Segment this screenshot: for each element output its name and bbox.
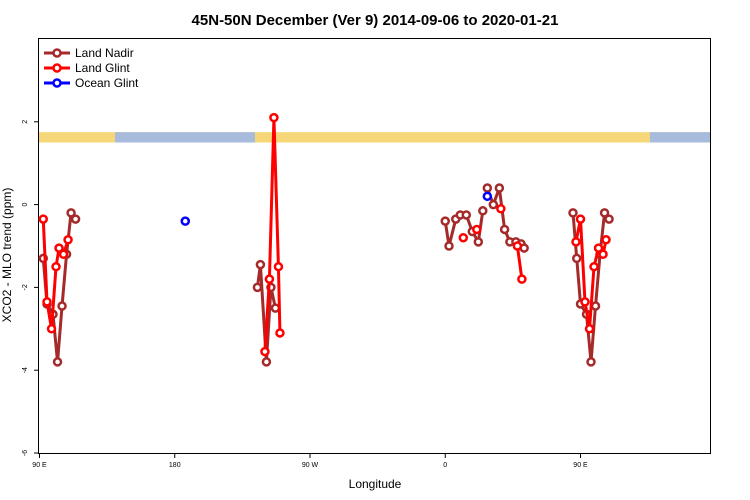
land-nadir-point-3-3: [499, 224, 510, 235]
land-glint-point-0-5: [58, 249, 69, 260]
axes: 90 E 180 90 W 0 90 E-6-4-202: [22, 120, 588, 469]
x-tick-label-2: 90 W: [302, 462, 319, 469]
ocean-glint-point-1-0: [482, 191, 493, 202]
land-glint-line-5: [515, 245, 524, 280]
y-tick-label-4: 2: [22, 120, 29, 124]
legend-label-ocean-glint: Ocean Glint: [75, 76, 139, 90]
legend-marker-land-glint: [52, 63, 62, 73]
land-glint-point-1-1: [264, 274, 275, 284]
land-nadir-line-0: [41, 211, 77, 364]
series-ocean-glint: [180, 191, 493, 226]
land-glint-point-0-6: [63, 235, 73, 245]
band-ocean-0: [115, 132, 255, 143]
land-nadir-point-2-4: [461, 210, 472, 220]
land-nadir-point-2-7: [478, 206, 488, 216]
plot-frame: [38, 38, 711, 454]
y-tick-label-3: 0: [22, 203, 29, 207]
land-nadir-point-2-0: [440, 216, 450, 226]
land-nadir-point-4-7: [599, 208, 610, 218]
land-glint-point-1-0: [260, 346, 270, 357]
land-nadir-point-0-6: [66, 208, 76, 218]
y-tick-label-2: -2: [22, 284, 29, 290]
land-glint-line-1: [263, 116, 282, 352]
land-glint-point-6-0: [571, 237, 581, 247]
band-land: [39, 132, 710, 143]
land-nadir-point-1-2: [261, 357, 272, 367]
land-glint-point-6-6: [598, 249, 608, 260]
land-nadir-point-3-1: [488, 199, 499, 210]
series-land-nadir: [38, 183, 614, 367]
land-glint-point-6-3: [584, 324, 595, 334]
land-glint-point-6-7: [601, 235, 611, 245]
land-glint-point-1-3: [273, 261, 284, 272]
land-glint-point-1-4: [275, 328, 285, 338]
land-glint-point-6-5: [593, 243, 604, 253]
land-nadir-point-3-2: [494, 183, 505, 193]
y-tick-label-0: -6: [22, 450, 29, 456]
land-glint-point-0-4: [54, 243, 64, 253]
y-axis-label: XCO2 - MLO trend (ppm): [0, 188, 14, 323]
land-nadir-point-2-1: [444, 241, 454, 251]
x-tick-label-0: 90 E: [32, 462, 47, 469]
legend-label-land-nadir: Land Nadir: [75, 46, 134, 60]
land-nadir-point-2-6: [473, 237, 484, 247]
land-nadir-point-4-4: [586, 357, 596, 367]
land-nadir-point-0-3: [52, 357, 63, 367]
series: [38, 112, 614, 367]
land-glint-point-0-3: [51, 261, 61, 272]
land-glint-point-3-0: [472, 224, 482, 235]
land-nadir-point-4-8: [604, 214, 614, 224]
legend-marker-ocean-glint: [52, 78, 62, 88]
land-nadir-point-4-5: [590, 301, 601, 311]
land-glint-point-5-0: [512, 241, 523, 251]
land-glint-point-0-0: [38, 214, 49, 224]
y-tick-label-1: -4: [22, 367, 29, 373]
land-glint-point-0-1: [42, 297, 52, 307]
x-tick-label-3: 0: [443, 462, 447, 469]
ocean-glint-point-0-0: [180, 216, 191, 226]
land-nadir-point-0-7: [70, 214, 81, 224]
legend-label-land-glint: Land Glint: [75, 61, 130, 75]
land-nadir-point-4-0: [568, 208, 578, 218]
land-glint-point-4-0: [496, 203, 506, 214]
legend-marker-land-nadir: [52, 48, 62, 58]
x-axis-label: Longitude: [349, 477, 402, 491]
land-nadir-point-0-4: [57, 301, 67, 311]
land-nadir-point-3-0: [482, 183, 493, 193]
land-nadir-point-1-0: [252, 282, 263, 293]
x-tick-label-4: 90 E: [573, 462, 588, 469]
land-glint-point-5-1: [517, 274, 527, 284]
land-glint-point-0-2: [46, 324, 57, 334]
chart-title: 45N-50N December (Ver 9) 2014-09-06 to 2…: [192, 12, 559, 29]
series-land-glint: [38, 112, 611, 357]
land-glint-point-2-0: [458, 232, 469, 243]
land-ocean-band: [39, 132, 710, 143]
land-glint-point-6-1: [575, 214, 586, 224]
land-glint-point-6-2: [580, 297, 590, 307]
land-glint-point-6-4: [589, 261, 599, 272]
x-tick-label-1: 180: [169, 462, 181, 469]
land-nadir-point-4-1: [571, 253, 582, 264]
land-glint-point-1-2: [269, 112, 279, 123]
band-ocean-1: [650, 132, 710, 143]
land-nadir-point-1-1: [255, 259, 266, 270]
